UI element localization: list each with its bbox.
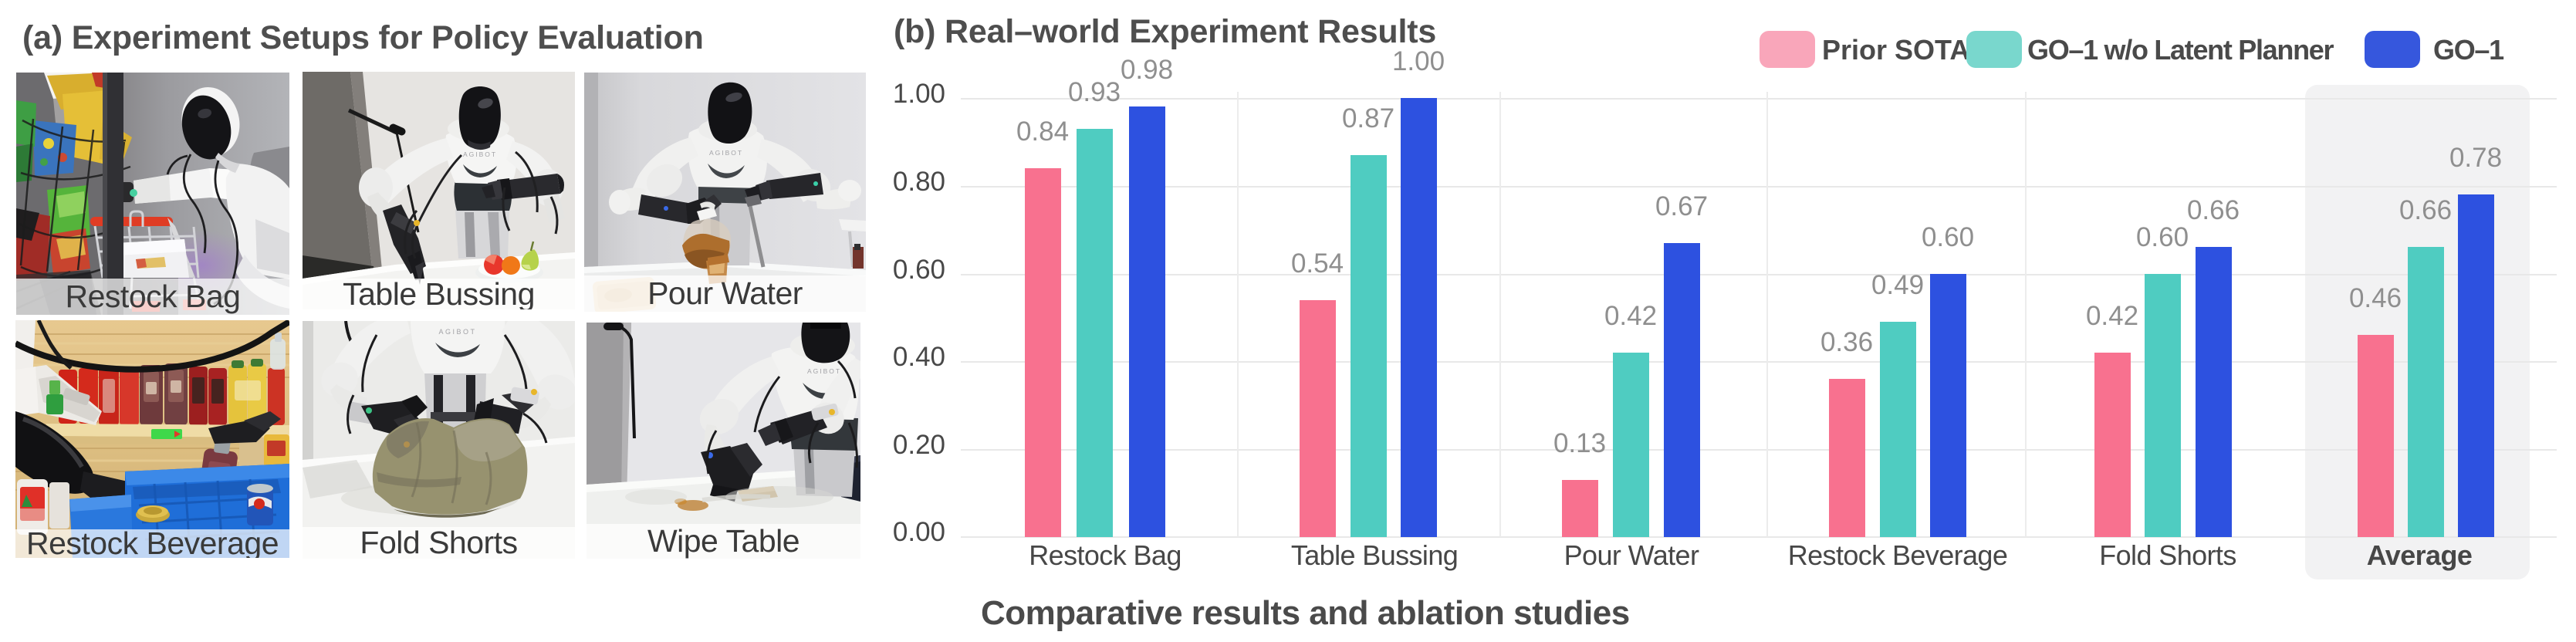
svg-text:AGIBOT: AGIBOT (438, 328, 476, 336)
svg-text:AGIBOT: AGIBOT (463, 150, 497, 158)
svg-text:AGIBOT: AGIBOT (807, 367, 841, 375)
svg-text:AGIBOT: AGIBOT (709, 149, 743, 157)
